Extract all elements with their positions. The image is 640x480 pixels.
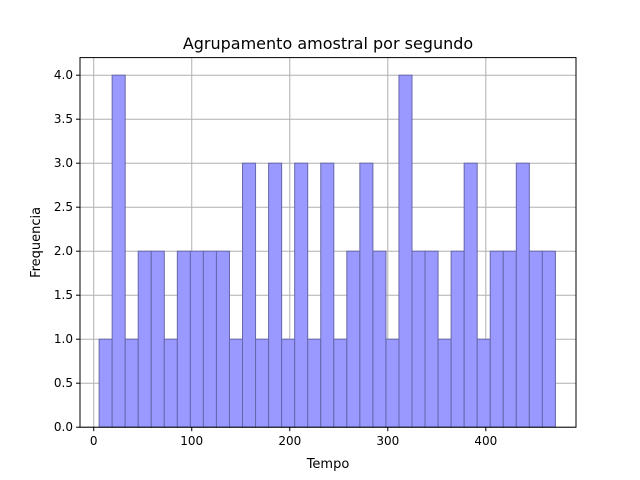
histogram-bar xyxy=(385,338,400,428)
histogram-bar xyxy=(398,74,413,428)
y-tick-label: 4.0 xyxy=(54,68,73,82)
histogram-bar xyxy=(98,338,113,428)
y-tick-label: 0.0 xyxy=(54,420,73,434)
y-tick-label: 2.5 xyxy=(54,200,73,214)
histogram-bar xyxy=(268,162,283,428)
histogram-bar xyxy=(228,338,244,428)
y-tick-label: 3.0 xyxy=(54,156,73,170)
y-tick-label: 3.5 xyxy=(54,112,73,126)
histogram-bar xyxy=(189,250,204,428)
histogram-bar xyxy=(476,338,491,428)
histogram-bar xyxy=(333,338,348,428)
x-axis-label: Tempo xyxy=(306,457,350,472)
histogram-bar xyxy=(411,250,426,428)
histogram-bar xyxy=(489,250,504,428)
y-tick-label: 1.5 xyxy=(54,288,73,302)
y-tick-label: 1.0 xyxy=(54,332,73,346)
histogram-bar xyxy=(437,338,452,428)
x-tick-label: 300 xyxy=(376,434,399,448)
histogram-bar xyxy=(359,162,374,428)
histogram-bar xyxy=(515,162,530,428)
y-tick-label: 2.0 xyxy=(54,244,73,258)
histogram-bar xyxy=(176,250,191,428)
histogram-bar xyxy=(307,338,322,428)
histogram-bar xyxy=(346,250,361,428)
histogram-bar xyxy=(111,74,126,428)
histogram-bar xyxy=(242,162,257,428)
y-axis-label: Frequencia xyxy=(29,207,44,278)
histogram-bar xyxy=(124,338,139,428)
histogram-bar xyxy=(255,338,270,428)
x-tick-label: 400 xyxy=(474,434,497,448)
histogram-bar xyxy=(137,250,152,428)
histogram-bar xyxy=(202,250,217,428)
histogram-bar xyxy=(163,338,178,428)
y-tick-label: 0.5 xyxy=(54,376,73,390)
histogram-bar xyxy=(541,250,556,428)
x-tick-label: 100 xyxy=(180,434,203,448)
histogram-bar xyxy=(150,250,165,428)
chart-title: Agrupamento amostral por segundo xyxy=(183,34,473,53)
x-tick-label: 200 xyxy=(278,434,301,448)
histogram-bar xyxy=(294,162,309,428)
x-tick-label: 0 xyxy=(90,434,98,448)
histogram-bar xyxy=(215,250,230,428)
plot-frame xyxy=(79,57,577,428)
histogram-bar xyxy=(528,250,543,428)
histogram-bar xyxy=(463,162,478,428)
x-axis-ticks: 0 100 200 300 400 xyxy=(90,427,497,448)
y-axis-ticks: 0.0 0.5 1.0 1.5 2.0 2.5 3.0 3.5 4.0 xyxy=(54,68,80,434)
histogram-bar xyxy=(502,250,517,428)
histogram-bar xyxy=(281,338,296,428)
histogram-bar xyxy=(372,250,387,428)
histogram-bar xyxy=(424,250,439,428)
histogram-bar xyxy=(320,162,335,428)
histogram-bar xyxy=(450,250,465,428)
